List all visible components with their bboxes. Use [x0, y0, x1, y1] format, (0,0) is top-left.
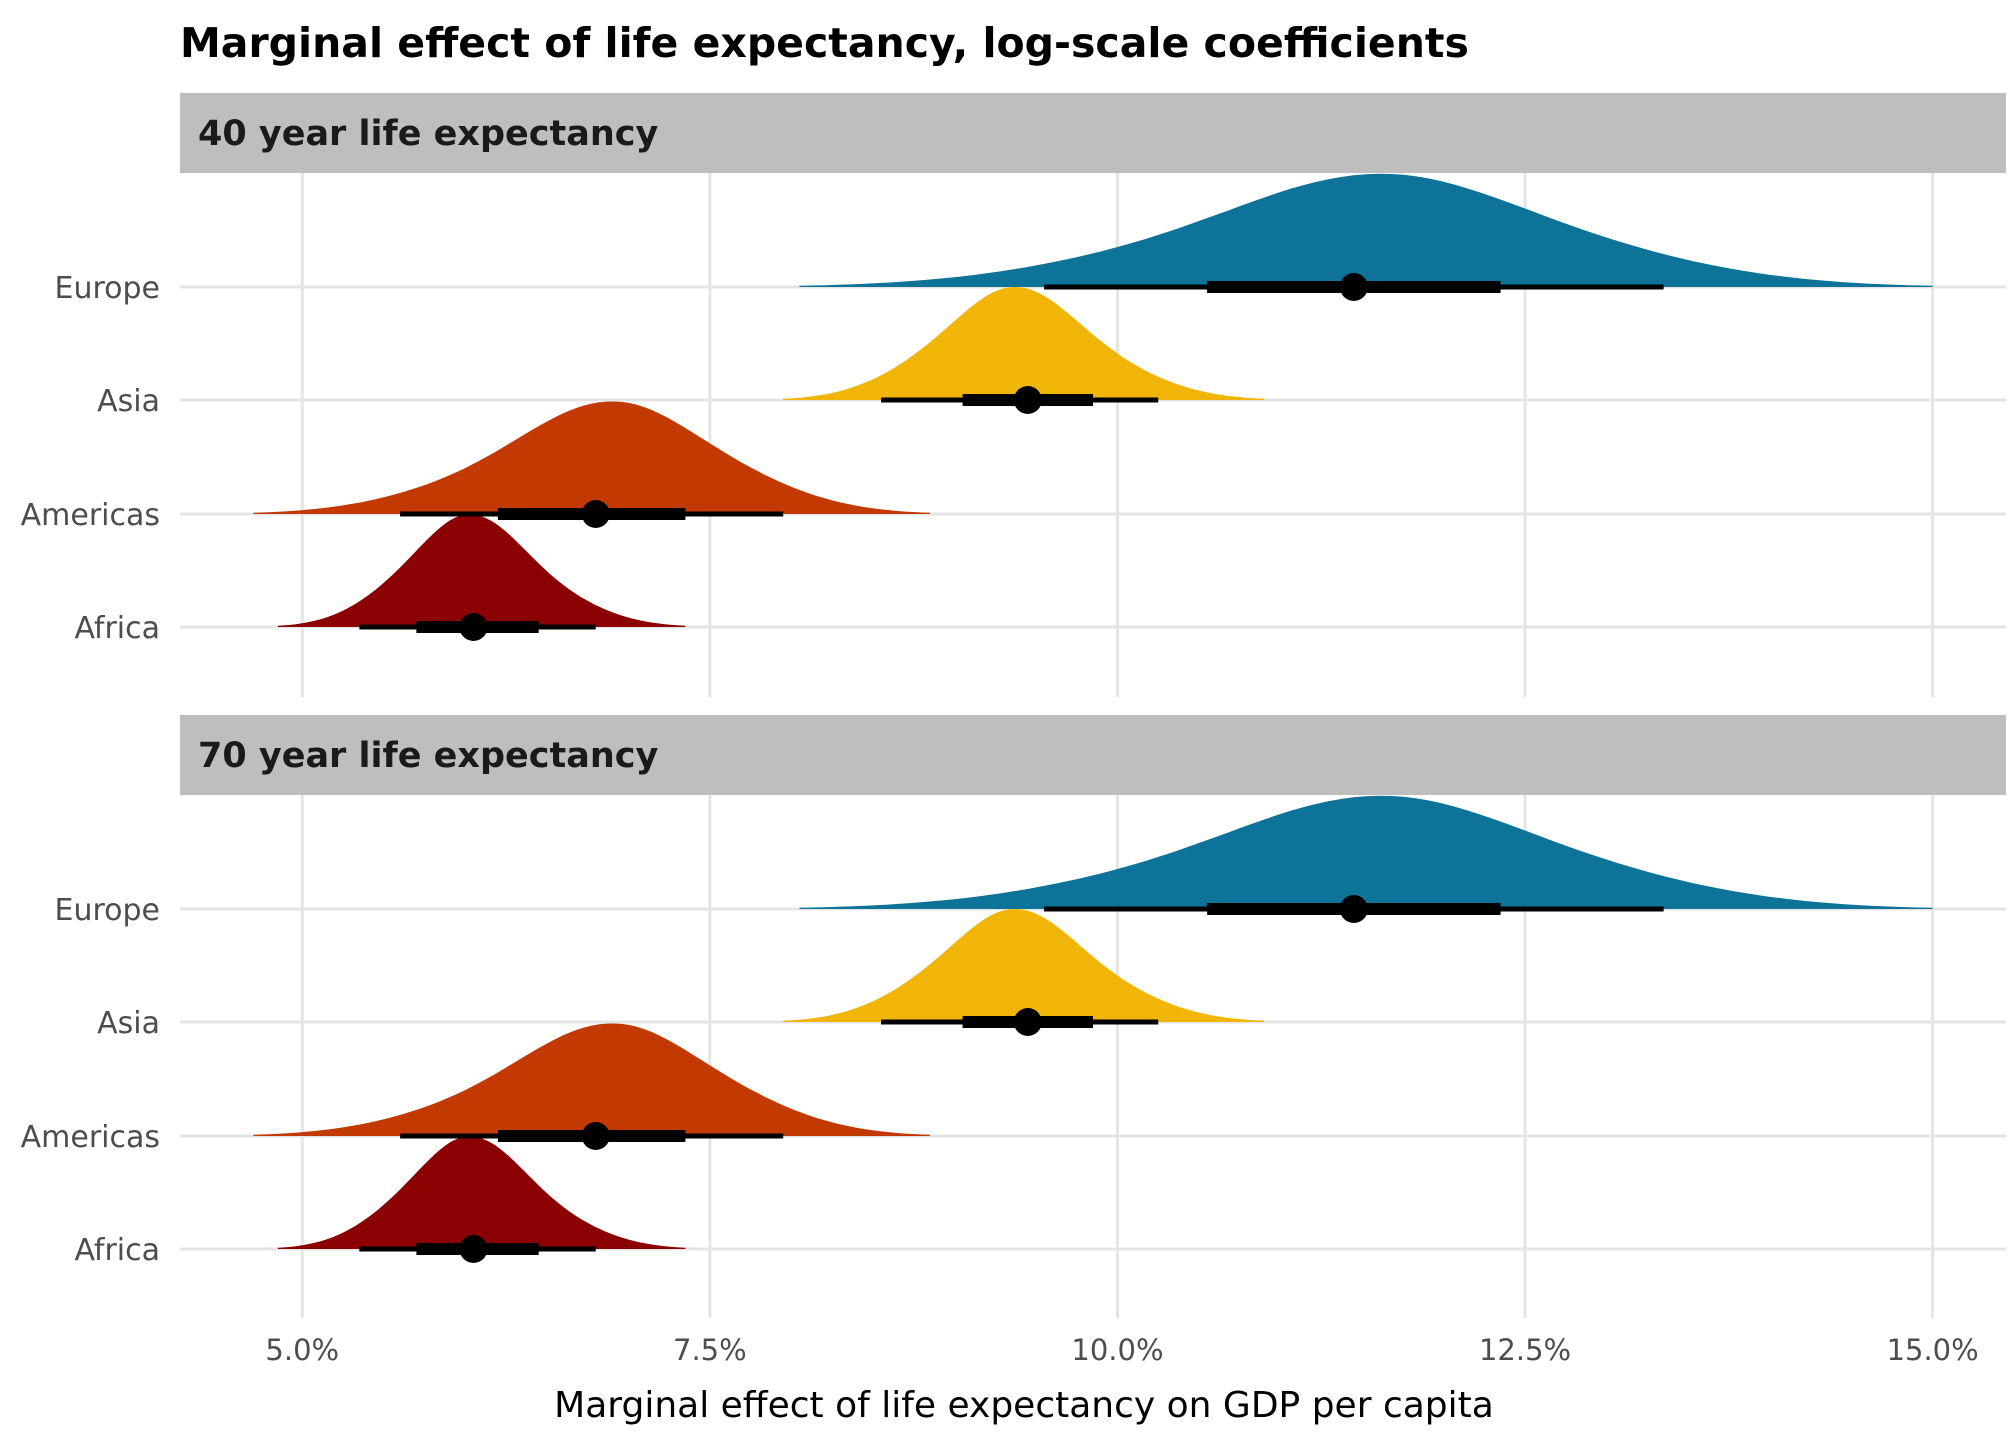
x-axis-label: Marginal effect of life expectancy on GD…	[554, 1385, 1494, 1426]
median-point-africa	[459, 613, 488, 641]
median-point-asia	[1013, 1008, 1042, 1036]
median-point-americas	[581, 500, 610, 528]
x-tick-label: 5.0%	[265, 1333, 339, 1367]
density-africa	[277, 514, 686, 627]
y-tick-label: Asia	[97, 384, 160, 419]
median-point-africa	[459, 1235, 488, 1263]
x-tick-label: 15.0%	[1887, 1333, 1979, 1367]
facet-panel: 40 year life expectancy Europe Asia America…	[21, 93, 2006, 697]
x-axis: 5.0% 7.5% 10.0% 12.5% 15.0%	[265, 1333, 1978, 1367]
y-tick-label: Africa	[74, 1233, 160, 1268]
facet-strip-label: 40 year life expectancy	[198, 114, 659, 154]
y-tick-label: Americas	[21, 1120, 160, 1155]
facet-strip	[180, 93, 2006, 173]
density-asia	[783, 908, 1265, 1022]
median-point-americas	[581, 1122, 610, 1150]
facet-strip	[180, 715, 2006, 795]
median-point-europe	[1339, 273, 1368, 301]
y-tick-label: Asia	[97, 1006, 160, 1041]
density-asia	[783, 286, 1265, 400]
panels: 40 year life expectancy Europe Asia America…	[21, 93, 2006, 1318]
y-tick-label: Europe	[55, 893, 161, 928]
chart-title: Marginal effect of life expectancy, log-…	[180, 19, 1469, 67]
density-africa	[277, 1136, 686, 1249]
density-europe	[799, 173, 1933, 287]
y-tick-label: Europe	[55, 271, 161, 306]
facet-strip-label: 70 year life expectancy	[198, 736, 659, 776]
density-americas	[253, 1023, 930, 1136]
x-tick-label: 12.5%	[1479, 1333, 1571, 1367]
median-point-europe	[1339, 895, 1368, 923]
x-tick-label: 10.0%	[1071, 1333, 1163, 1367]
y-tick-label: Americas	[21, 498, 160, 533]
median-point-asia	[1013, 386, 1042, 414]
density-europe	[799, 795, 1933, 909]
x-tick-label: 7.5%	[673, 1333, 747, 1367]
density-americas	[253, 401, 930, 514]
facet-panel: 70 year life expectancy Europe Asia America…	[21, 715, 2006, 1318]
y-tick-label: Africa	[74, 611, 160, 646]
